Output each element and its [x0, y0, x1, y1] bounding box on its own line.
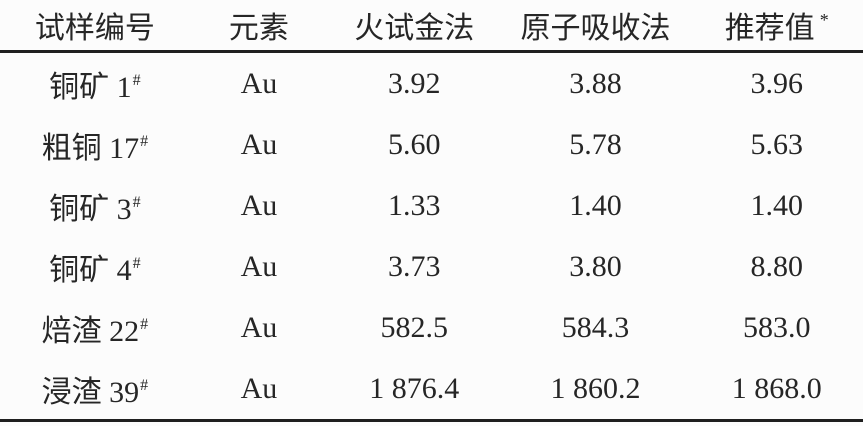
atomic-absorption-value-cell: 3.88: [569, 66, 622, 100]
recommended-value-cell: 1 868.0: [690, 358, 863, 422]
element-cell: Au: [240, 188, 278, 222]
sample-id-text: 铜矿 1: [49, 70, 132, 104]
sample-id-cell: 焙渣 22#: [0, 297, 190, 358]
col-header-atomic-absorption: 原子吸收法: [500, 0, 691, 53]
table-row: 浸渣 39# Au 1 876.4 1 860.2 1 868.0: [0, 358, 863, 422]
recommended-value-cell: 8.80: [750, 249, 803, 283]
fire-assay-value-cell: 582.5: [380, 310, 448, 344]
table-row: 粗铜 17# Au 5.60 5.78 5.63: [0, 114, 863, 175]
sample-id-superscript: #: [140, 132, 149, 150]
atomic-absorption-value-cell: 5.78: [569, 127, 622, 161]
fire-assay-value-cell: 5.60: [387, 127, 441, 161]
col-header-recommended: 推荐值 *: [690, 0, 863, 53]
sample-id-superscript: #: [140, 315, 149, 333]
col-header-sample-id: 试样编号: [0, 0, 190, 53]
sample-id-superscript: #: [132, 71, 141, 89]
col-header-fire-assay: 火试金法: [327, 0, 501, 53]
recommended-label: 推荐值: [724, 12, 815, 45]
recommended-value-cell: 3.96: [750, 66, 803, 100]
element-cell: Au: [240, 310, 278, 344]
sample-id-text: 铜矿 4: [49, 253, 132, 287]
recommended-value-cell: 1.40: [750, 188, 803, 222]
sample-id-cell: 铜矿 3#: [0, 175, 190, 236]
atomic-absorption-value-cell: 3.80: [569, 249, 622, 283]
table-row: 焙渣 22# Au 582.5 584.3 583.0: [0, 297, 863, 358]
table-row: 铜矿 1# Au 3.92 3.88 3.96: [0, 52, 863, 115]
sample-id-text: 粗铜 17: [41, 131, 140, 165]
sample-id-text: 浸渣 39: [41, 375, 140, 409]
footnote-asterisk: *: [819, 10, 829, 30]
element-cell: Au: [240, 127, 278, 161]
sample-id-text: 铜矿 3: [49, 192, 132, 226]
sample-id-cell: 粗铜 17#: [0, 114, 190, 175]
atomic-absorption-value-cell: 1.40: [569, 188, 622, 222]
sample-id-superscript: #: [132, 193, 141, 211]
fire-assay-value-cell: 3.73: [387, 249, 441, 283]
sample-id-text: 焙渣 22: [41, 314, 140, 348]
element-cell: Au: [240, 249, 278, 283]
fire-assay-value-cell: 1.33: [387, 188, 441, 222]
atomic-absorption-value-cell: 584.3: [561, 310, 630, 344]
sample-id-cell: 铜矿 4#: [0, 236, 190, 297]
fire-assay-value-cell: 3.92: [387, 66, 441, 100]
header-row: 试样编号 元素 火试金法 原子吸收法 推荐值 *: [0, 0, 863, 53]
sample-id-superscript: #: [140, 376, 149, 394]
table-row: 铜矿 3# Au 1.33 1.40 1.40: [0, 175, 863, 236]
sample-id-cell: 浸渣 39#: [0, 358, 190, 422]
recommended-value-cell: 583.0: [742, 310, 811, 344]
sample-id-cell: 铜矿 1#: [0, 52, 190, 115]
element-cell: Au: [240, 66, 278, 100]
atomic-absorption-value-cell: 1 860.2: [500, 358, 691, 422]
element-cell: Au: [189, 358, 328, 422]
col-header-element: 元素: [189, 0, 328, 53]
fire-assay-value-cell: 1 876.4: [327, 358, 501, 422]
recommended-value-cell: 5.63: [750, 127, 803, 161]
sample-id-superscript: #: [132, 254, 141, 272]
table-row: 铜矿 4# Au 3.73 3.80 8.80: [0, 236, 863, 297]
